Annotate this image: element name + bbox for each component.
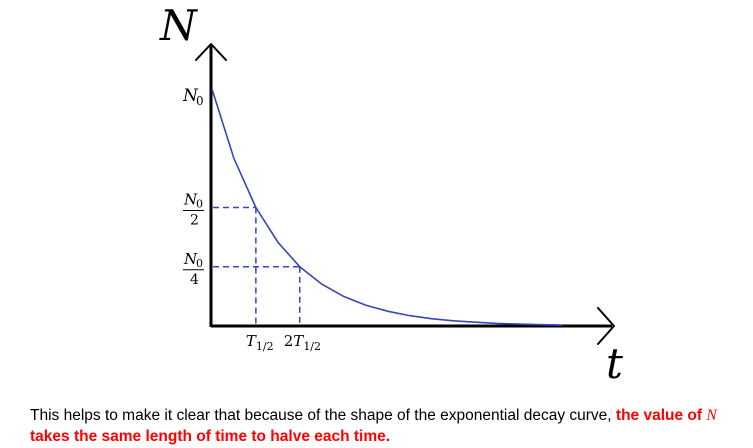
y-tick-label-n0: N 0 xyxy=(182,86,204,108)
caption-variable: N xyxy=(706,407,717,424)
y-axis-label: N xyxy=(159,1,198,50)
y-tick-den: 4 xyxy=(190,272,199,288)
caption-highlight: the value of N takes the same length of … xyxy=(30,407,717,445)
caption-highlight-part-2: takes the same length of time to halve e… xyxy=(30,428,391,445)
x-tick-sub: 1/2 xyxy=(256,340,274,353)
y-tick-sub: 0 xyxy=(196,94,204,108)
y-tick-num-sub: 0 xyxy=(196,198,203,211)
y-tick-label-n0-quarter: N 0 4 xyxy=(183,250,204,288)
y-tick-num-sub: 0 xyxy=(196,257,203,270)
y-axis-arrow xyxy=(195,43,227,61)
x-tick-prefix: 2 xyxy=(284,332,294,350)
x-axis-label: t xyxy=(606,339,623,388)
y-tick-base: N xyxy=(182,86,199,106)
y-tick-num-base: N xyxy=(183,250,198,268)
x-tick-sub: 1/2 xyxy=(303,340,321,353)
decay-chart: N t N 0 N 0 2 N 0 4 T1/2 2T1/2 xyxy=(159,1,623,388)
y-tick-label-n0-half: N 0 2 xyxy=(183,191,204,229)
x-tick-base: T xyxy=(246,332,257,350)
caption: This helps to make it clear that because… xyxy=(30,405,745,447)
x-tick-base: T xyxy=(293,332,304,350)
y-tick-num-base: N xyxy=(183,191,198,209)
y-tick-den: 2 xyxy=(190,213,199,229)
x-tick-label-half-life: T1/2 xyxy=(246,332,274,353)
x-axis-arrow xyxy=(597,307,615,345)
half-life-guides xyxy=(213,206,301,325)
x-tick-label-two-half-lives: 2T1/2 xyxy=(284,332,321,353)
caption-text: This helps to make it clear that because… xyxy=(30,407,616,424)
decay-curve xyxy=(211,88,564,326)
caption-highlight-part-1: the value of xyxy=(615,407,707,424)
